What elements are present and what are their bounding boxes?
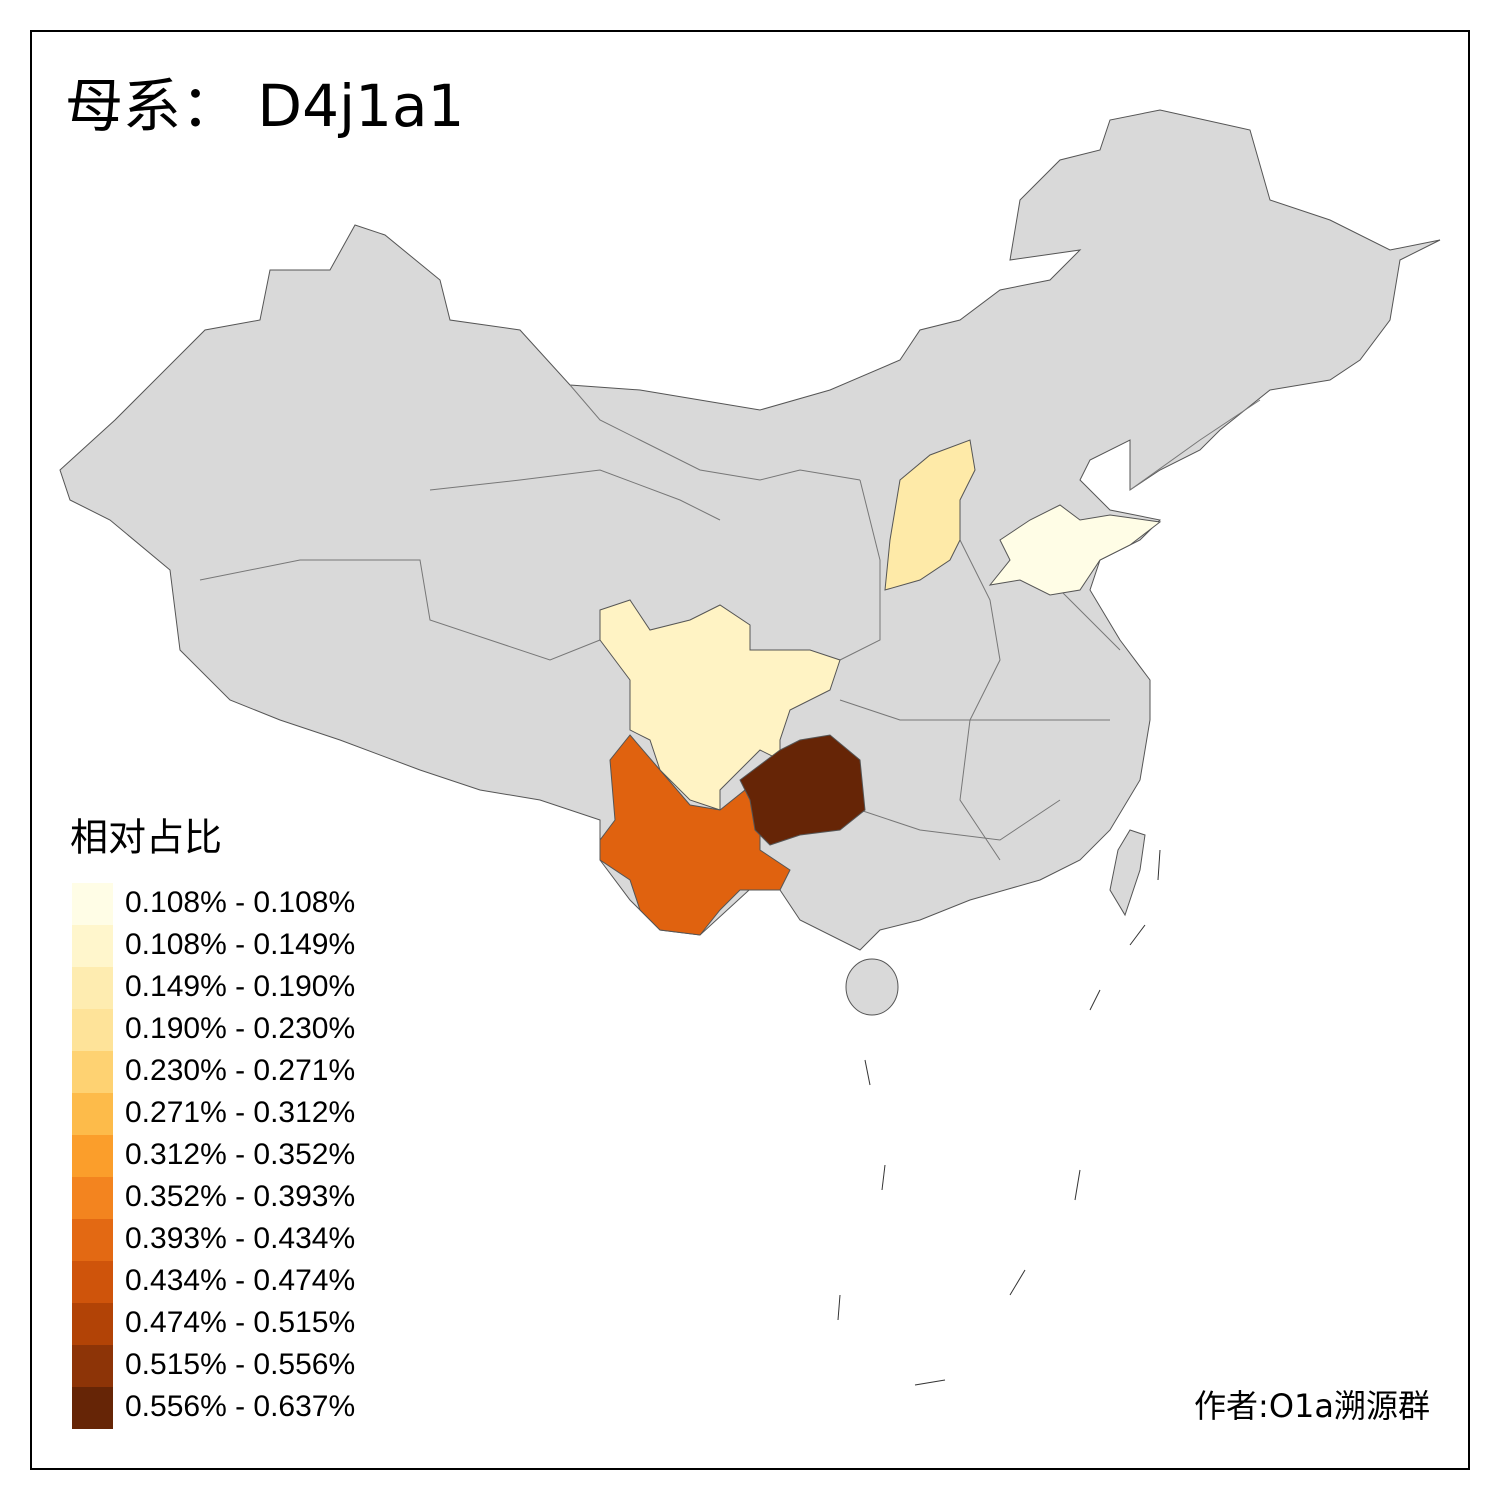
region-shandong — [988, 504, 1162, 596]
legend-label: 0.108% - 0.108% — [125, 886, 355, 919]
legend-swatch — [72, 1303, 113, 1345]
legend-label: 0.515% - 0.556% — [125, 1348, 355, 1381]
legend-swatch — [72, 1219, 113, 1261]
legend-swatch — [72, 1009, 113, 1051]
island — [1109, 829, 1146, 917]
legend-label: 0.434% - 0.474% — [125, 1264, 355, 1297]
legend-swatch — [72, 1093, 113, 1135]
legend-label: 0.352% - 0.393% — [125, 1180, 355, 1213]
country-outline — [59, 109, 1441, 951]
legend-label: 0.556% - 0.637% — [125, 1390, 355, 1423]
map-shapes — [59, 109, 1441, 1386]
legend-label: 0.108% - 0.149% — [125, 928, 355, 961]
author-credit: 作者:O1a溯源群 — [1194, 1387, 1430, 1425]
legend-label: 0.149% - 0.190% — [125, 970, 355, 1003]
legend-swatch — [72, 1135, 113, 1177]
province-borders — [199, 384, 1261, 861]
region-guizhou — [739, 734, 866, 846]
legend-label: 0.271% - 0.312% — [125, 1096, 355, 1129]
map-title: 母系： D4j1a1 — [65, 72, 464, 140]
legend-label: 0.312% - 0.352% — [125, 1138, 355, 1171]
legend-label: 0.190% - 0.230% — [125, 1012, 355, 1045]
region-yunnan — [599, 734, 791, 936]
legend-swatch — [72, 1387, 113, 1429]
legend-swatch — [72, 1261, 113, 1303]
legend-swatch — [72, 1345, 113, 1387]
region-shanxi — [884, 439, 976, 591]
legend: 0.108% - 0.108% 0.108% - 0.149% 0.149% - 0… — [72, 883, 355, 1429]
legend-swatch — [72, 1177, 113, 1219]
legend-swatch — [72, 967, 113, 1009]
legend-label: 0.230% - 0.271% — [125, 1054, 355, 1087]
island — [845, 958, 899, 1016]
legend-swatch — [72, 1051, 113, 1093]
legend-title: 相对占比 — [70, 816, 222, 860]
legend-label: 0.474% - 0.515% — [125, 1306, 355, 1339]
sea-islands — [837, 849, 1161, 1386]
legend-swatch — [72, 925, 113, 967]
legend-label: 0.393% - 0.434% — [125, 1222, 355, 1255]
legend-swatch — [72, 883, 113, 925]
